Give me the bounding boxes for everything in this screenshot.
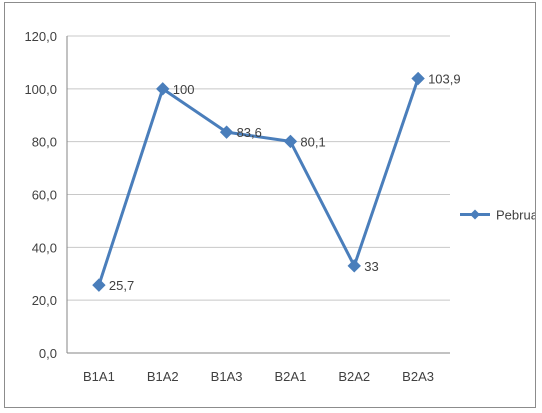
y-tick-label: 80,0	[32, 135, 57, 150]
x-tick-label: B2A1	[275, 369, 307, 384]
y-tick-label: 0,0	[39, 346, 57, 361]
y-tick-label: 120,0	[24, 29, 57, 44]
legend-label: Pebruari	[496, 208, 535, 223]
y-tick-label: 100,0	[24, 82, 57, 97]
legend: Pebruari	[460, 208, 542, 223]
y-tick-label: 20,0	[32, 293, 57, 308]
data-point-marker	[92, 278, 106, 292]
axes	[66, 36, 450, 354]
series-markers	[92, 71, 425, 292]
legend-marker	[470, 209, 480, 220]
y-tick-label: 60,0	[32, 188, 57, 203]
y-tick-label: 40,0	[32, 240, 57, 255]
series-line	[97, 78, 420, 286]
data-label: 100	[173, 82, 195, 97]
data-point-marker	[156, 82, 170, 96]
x-tick-label: B2A2	[338, 369, 370, 384]
data-label: 33	[364, 259, 378, 274]
data-labels: 25,7 100 83,6 80,1 33 103,9	[109, 72, 461, 294]
data-point-marker	[219, 125, 234, 139]
data-label: 80,1	[300, 134, 325, 149]
series-lines	[97, 78, 420, 286]
gridlines	[67, 35, 450, 301]
data-label: 103,9	[428, 72, 461, 87]
data-point-marker	[283, 134, 298, 149]
x-tick-label: B1A2	[147, 369, 179, 384]
data-point-marker	[347, 259, 361, 273]
y-tick-labels: 0,0 20,0 40,0 60,0 80,0 100,0 120,0	[24, 29, 57, 361]
data-point-marker	[411, 71, 425, 86]
x-tick-label: B1A3	[211, 369, 243, 384]
x-tick-labels: B1A1 B1A2 B1A3 B2A1 B2A2 B2A3	[83, 369, 434, 384]
data-label: 25,7	[109, 278, 134, 293]
chart-frame: 0,0 20,0 40,0 60,0 80,0 100,0 120,0 B1A1 B1A2 B1…	[4, 2, 542, 408]
x-tick-label: B2A3	[402, 369, 434, 384]
data-label: 83,6	[237, 125, 262, 140]
x-tick-label: B1A1	[83, 369, 115, 384]
